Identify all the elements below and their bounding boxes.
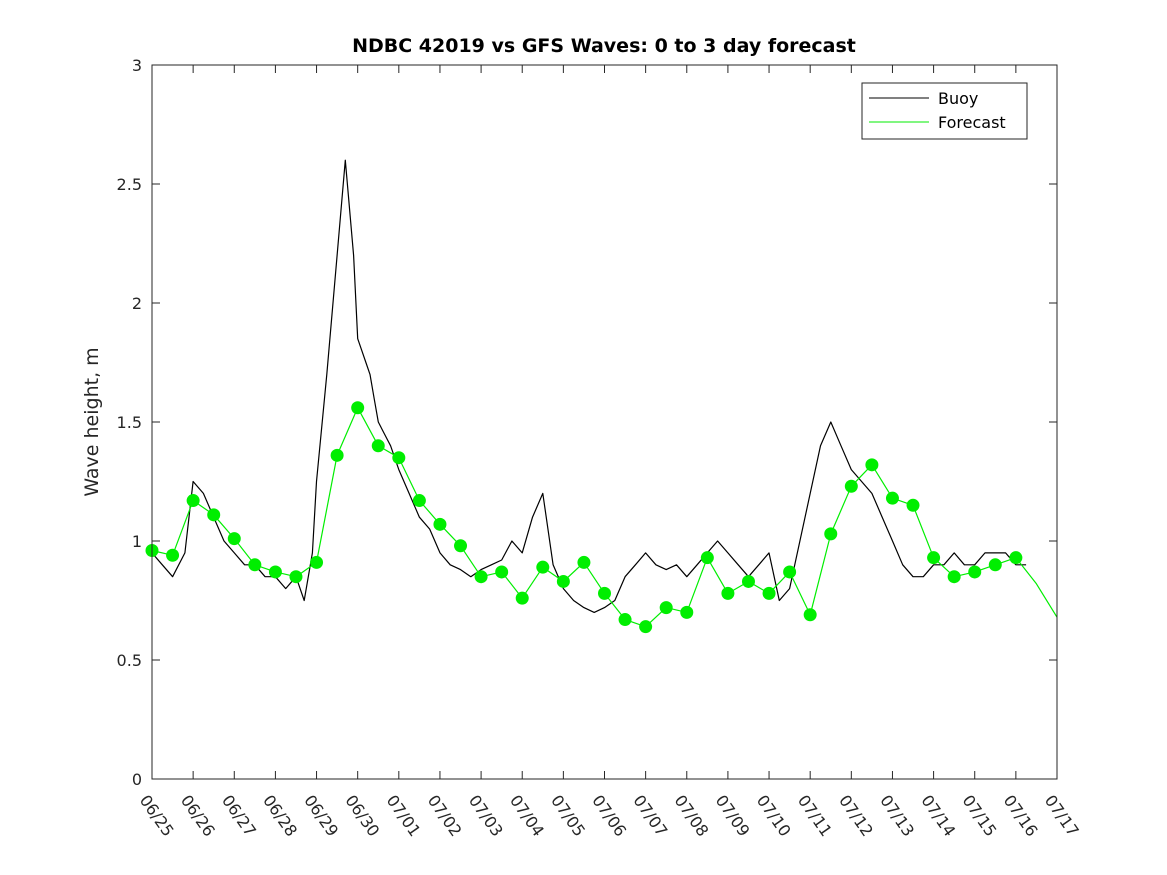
x-tick-label: 06/29: [300, 791, 342, 840]
forecast-marker: [392, 451, 406, 465]
x-tick-label: 07/08: [670, 791, 712, 840]
y-tick-label: 0: [132, 770, 142, 789]
forecast-marker: [598, 586, 611, 600]
x-tick-label: 07/02: [424, 791, 466, 840]
forecast-marker: [700, 551, 714, 565]
forecast-marker: [577, 555, 591, 569]
forecast-marker: [207, 508, 221, 522]
legend-forecast-label: Forecast: [938, 113, 1006, 132]
forecast-marker: [741, 574, 755, 588]
forecast-marker: [762, 586, 776, 600]
forecast-marker: [515, 591, 529, 605]
x-tick-label: 07/15: [958, 791, 1000, 840]
x-tick-label: 07/09: [712, 791, 754, 840]
x-tick-label: 06/27: [218, 791, 260, 840]
x-tick-label: 07/14: [917, 791, 959, 840]
x-tick-label: 06/25: [136, 791, 178, 840]
legend: Buoy Forecast: [861, 82, 1028, 140]
forecast-marker: [865, 458, 879, 472]
x-tick-label: 07/04: [506, 791, 548, 840]
x-tick-label: 07/03: [465, 791, 507, 840]
x-tick-label: 07/11: [794, 791, 836, 840]
forecast-marker: [968, 565, 982, 579]
forecast-marker: [371, 439, 385, 453]
forecast-marker: [639, 620, 653, 634]
x-tick-label: 07/17: [1041, 791, 1083, 840]
forecast-marker: [268, 565, 282, 579]
forecast-marker: [186, 494, 200, 508]
x-tick-label: 07/16: [1000, 791, 1042, 840]
x-tick-label: 06/26: [177, 791, 219, 840]
forecast-marker: [412, 494, 426, 508]
forecast-marker: [474, 570, 488, 584]
forecast-marker: [906, 498, 920, 512]
forecast-marker: [721, 586, 735, 600]
x-tick-label: 07/01: [383, 791, 425, 840]
x-tick-label: 07/13: [876, 791, 918, 840]
forecast-marker: [680, 605, 694, 619]
legend-buoy-label: Buoy: [938, 89, 978, 108]
forecast-marker: [330, 448, 344, 462]
forecast-marker: [947, 570, 961, 584]
forecast-marker: [844, 479, 858, 493]
forecast-marker: [885, 491, 899, 505]
x-tick-label: 07/05: [547, 791, 589, 840]
forecast-marker: [803, 608, 817, 622]
y-tick-label: 2.5: [117, 175, 142, 194]
chart-title: NDBC 42019 vs GFS Waves: 0 to 3 day fore…: [352, 35, 856, 57]
forecast-marker: [454, 539, 468, 553]
forecast-marker: [495, 565, 509, 579]
forecast-marker: [351, 401, 365, 415]
y-axis: 0 0.5 1 1.5 2 2.5 3: [117, 56, 1057, 789]
x-tick-label: 06/30: [341, 791, 383, 840]
forecast-marker: [618, 613, 632, 627]
plot-area: [152, 65, 1057, 779]
y-tick-label: 3: [132, 56, 142, 75]
y-tick-label: 2: [132, 294, 142, 313]
y-axis-label: Wave height, m: [81, 347, 103, 496]
forecast-marker: [824, 527, 838, 541]
marker-layer: [145, 401, 1023, 634]
forecast-marker: [1009, 551, 1023, 565]
x-tick-label: 06/28: [259, 791, 301, 840]
forecast-marker: [227, 532, 241, 546]
x-tick-label: 07/06: [588, 791, 630, 840]
y-tick-label: 1: [132, 532, 142, 551]
x-tick-label: 07/10: [753, 791, 795, 840]
legend-box: [861, 82, 1028, 140]
forecast-marker: [988, 558, 1002, 572]
forecast-marker: [289, 570, 303, 584]
forecast-marker: [659, 601, 673, 615]
forecast-marker: [783, 565, 797, 579]
x-tick-label: 07/07: [629, 791, 671, 840]
forecast-marker: [536, 560, 550, 574]
forecast-marker: [927, 551, 941, 565]
forecast-marker: [310, 555, 324, 569]
forecast-marker: [248, 558, 262, 572]
forecast-marker: [166, 548, 180, 562]
forecast-marker: [433, 517, 447, 531]
y-tick-label: 0.5: [117, 651, 142, 670]
y-tick-label: 1.5: [117, 413, 142, 432]
forecast-marker: [556, 574, 570, 588]
x-tick-label: 07/12: [835, 791, 877, 840]
series-line-buoy: [151, 159, 1027, 614]
